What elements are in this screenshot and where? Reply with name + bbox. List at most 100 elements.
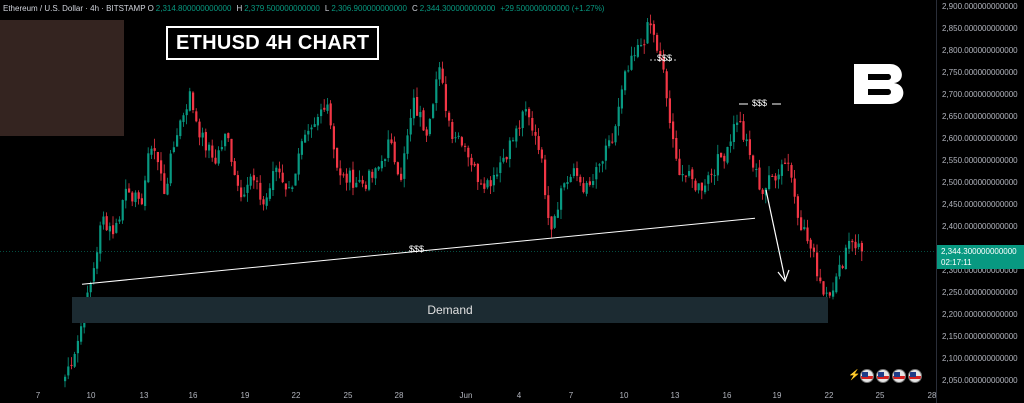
candle (220, 140, 223, 152)
candle (188, 87, 191, 112)
candle (332, 123, 335, 159)
candle (131, 191, 134, 207)
candle (393, 136, 396, 165)
candle (665, 68, 668, 107)
candle (400, 167, 403, 182)
candle (758, 159, 761, 191)
us-flag-icon[interactable] (860, 369, 874, 383)
price-tick-label: 2,050.000000000000 (942, 376, 1018, 385)
candle (201, 127, 204, 147)
us-flag-icon[interactable] (876, 369, 890, 383)
candle (252, 168, 255, 189)
candle (412, 89, 415, 126)
time-tick-label: 19 (240, 391, 250, 400)
candle (496, 167, 499, 180)
candle (579, 174, 582, 186)
symbol-header: Ethereum / U.S. Dollar · 4h · BITSTAMP O… (3, 2, 607, 14)
candle (304, 129, 307, 143)
time-tick-label: 13 (139, 391, 149, 400)
candle (742, 113, 745, 142)
candle (160, 152, 163, 181)
candle (544, 154, 547, 200)
candle (294, 173, 297, 186)
candle (368, 169, 371, 192)
us-flag-icon[interactable] (892, 369, 906, 383)
candle (307, 124, 310, 142)
candle (150, 145, 153, 159)
candle (352, 161, 355, 196)
candle (345, 168, 348, 191)
candle (659, 42, 662, 62)
candle (636, 39, 639, 59)
candle (342, 172, 345, 178)
price-axis[interactable] (936, 0, 1024, 403)
candle (624, 69, 627, 95)
candle (147, 147, 150, 184)
demand-zone: Demand (72, 297, 828, 323)
candle (297, 148, 300, 181)
candle (256, 176, 259, 190)
candle (73, 351, 76, 369)
candle (588, 177, 591, 187)
time-tick-label: 16 (722, 391, 732, 400)
candle (521, 110, 524, 137)
candle (828, 291, 831, 299)
candle (499, 156, 502, 183)
candle (684, 175, 687, 183)
price-tick-label: 2,750.000000000000 (942, 68, 1018, 77)
candle (694, 178, 697, 192)
candle (128, 183, 131, 193)
time-tick-label: 13 (670, 391, 680, 400)
candle (611, 133, 614, 144)
us-flag-icon[interactable] (908, 369, 922, 383)
time-tick-label: 4 (516, 391, 522, 400)
candle (384, 158, 387, 167)
candle (156, 151, 159, 171)
candle (444, 76, 447, 118)
candle (278, 161, 281, 179)
candle (576, 161, 579, 182)
last-price-value: 2,344.300000000000 (941, 247, 1017, 256)
candle (80, 322, 83, 345)
candle (793, 170, 796, 204)
candle (451, 118, 454, 144)
high-label: H (236, 3, 243, 13)
projection-arrowhead (777, 269, 790, 283)
candle (259, 175, 262, 206)
candle (361, 175, 364, 188)
price-tick-label: 2,250.000000000000 (942, 288, 1018, 297)
candle (240, 179, 243, 202)
candle (377, 166, 380, 171)
candle (777, 169, 780, 189)
candle (518, 120, 521, 136)
candle (835, 273, 838, 294)
candle (841, 264, 844, 270)
candle (153, 138, 156, 160)
candle (396, 161, 399, 176)
candle (102, 211, 105, 230)
candle (512, 137, 515, 142)
candle (176, 128, 179, 147)
candle (470, 153, 473, 172)
candle (182, 112, 185, 127)
time-tick-label: 28 (394, 391, 404, 400)
price-tick-label: 2,450.000000000000 (942, 200, 1018, 209)
time-tick-label: 7 (568, 391, 574, 400)
time-tick-label: 10 (619, 391, 629, 400)
candle (320, 103, 323, 124)
time-tick-label: 7 (35, 391, 41, 400)
candle (508, 137, 511, 168)
economic-events[interactable]: ⚡ (848, 369, 922, 383)
liquidity-line-label: $$$ (409, 244, 425, 254)
candle (732, 115, 735, 150)
candle (428, 118, 431, 137)
candle (105, 212, 108, 232)
candle (630, 46, 633, 71)
candle (726, 146, 729, 165)
price-tick-label: 2,200.000000000000 (942, 310, 1018, 319)
candle (243, 187, 246, 198)
candle (108, 222, 111, 241)
candle (416, 87, 419, 116)
